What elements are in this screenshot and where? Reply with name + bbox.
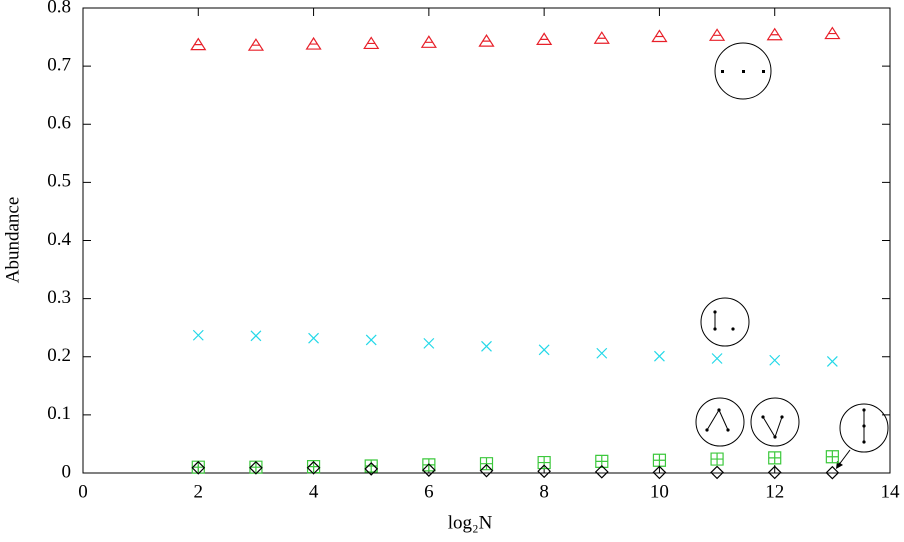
y-tick-label: 0.4 <box>47 229 71 250</box>
y-tick-label: 0.8 <box>47 0 71 17</box>
point <box>364 462 379 476</box>
y-tick-label: 0.3 <box>47 287 71 308</box>
x-tick-label: 2 <box>194 481 204 502</box>
point <box>710 452 724 466</box>
x-tick-label: 8 <box>539 481 549 502</box>
point <box>481 340 492 352</box>
point <box>423 337 435 349</box>
point <box>824 26 841 40</box>
point <box>651 29 668 43</box>
y-axis-label: Abundance <box>2 197 23 284</box>
insets <box>695 42 889 469</box>
point <box>191 460 205 474</box>
point <box>767 465 782 480</box>
point <box>192 329 204 341</box>
point <box>768 451 782 465</box>
y-tick-label: 0.6 <box>47 113 71 134</box>
point <box>826 355 838 367</box>
point <box>537 455 551 470</box>
point <box>479 463 494 478</box>
x-tick-label: 6 <box>424 481 434 502</box>
point <box>479 457 494 471</box>
point <box>364 459 378 473</box>
point <box>422 463 436 477</box>
point <box>478 34 495 47</box>
y-tick-label: 0.5 <box>47 171 71 192</box>
x-tick-label: 12 <box>765 481 784 502</box>
point <box>306 460 321 475</box>
point <box>249 460 263 475</box>
point <box>190 37 207 51</box>
x-tick-label: 4 <box>309 481 319 502</box>
point <box>654 350 665 362</box>
y-tick-label: 0.1 <box>47 403 71 424</box>
point <box>708 28 726 41</box>
point <box>536 32 553 45</box>
plot-frame <box>82 7 891 474</box>
point <box>365 334 377 346</box>
point <box>593 31 610 44</box>
point <box>363 36 380 50</box>
point <box>652 465 667 480</box>
y-tick-label: 0 <box>62 461 72 482</box>
point <box>249 460 263 474</box>
point <box>710 465 724 480</box>
point <box>537 464 551 479</box>
point <box>191 460 206 475</box>
y-tick-label: 0.2 <box>47 345 71 366</box>
point <box>247 38 265 51</box>
point <box>825 465 840 480</box>
point <box>711 353 723 364</box>
x-tick-label: 10 <box>650 481 669 502</box>
point <box>769 354 781 366</box>
point <box>308 332 319 344</box>
point <box>825 450 839 464</box>
point <box>420 35 437 48</box>
point <box>766 27 783 41</box>
point <box>305 36 322 50</box>
x-tick-label: 0 <box>78 481 88 502</box>
x-axis-label: log₂N <box>448 512 493 533</box>
x-tick-label: 14 <box>881 481 901 502</box>
y-tick-label: 0.7 <box>47 54 71 75</box>
point <box>250 330 262 342</box>
point <box>596 347 608 359</box>
point <box>652 453 667 467</box>
point <box>538 344 550 356</box>
point <box>594 464 609 479</box>
